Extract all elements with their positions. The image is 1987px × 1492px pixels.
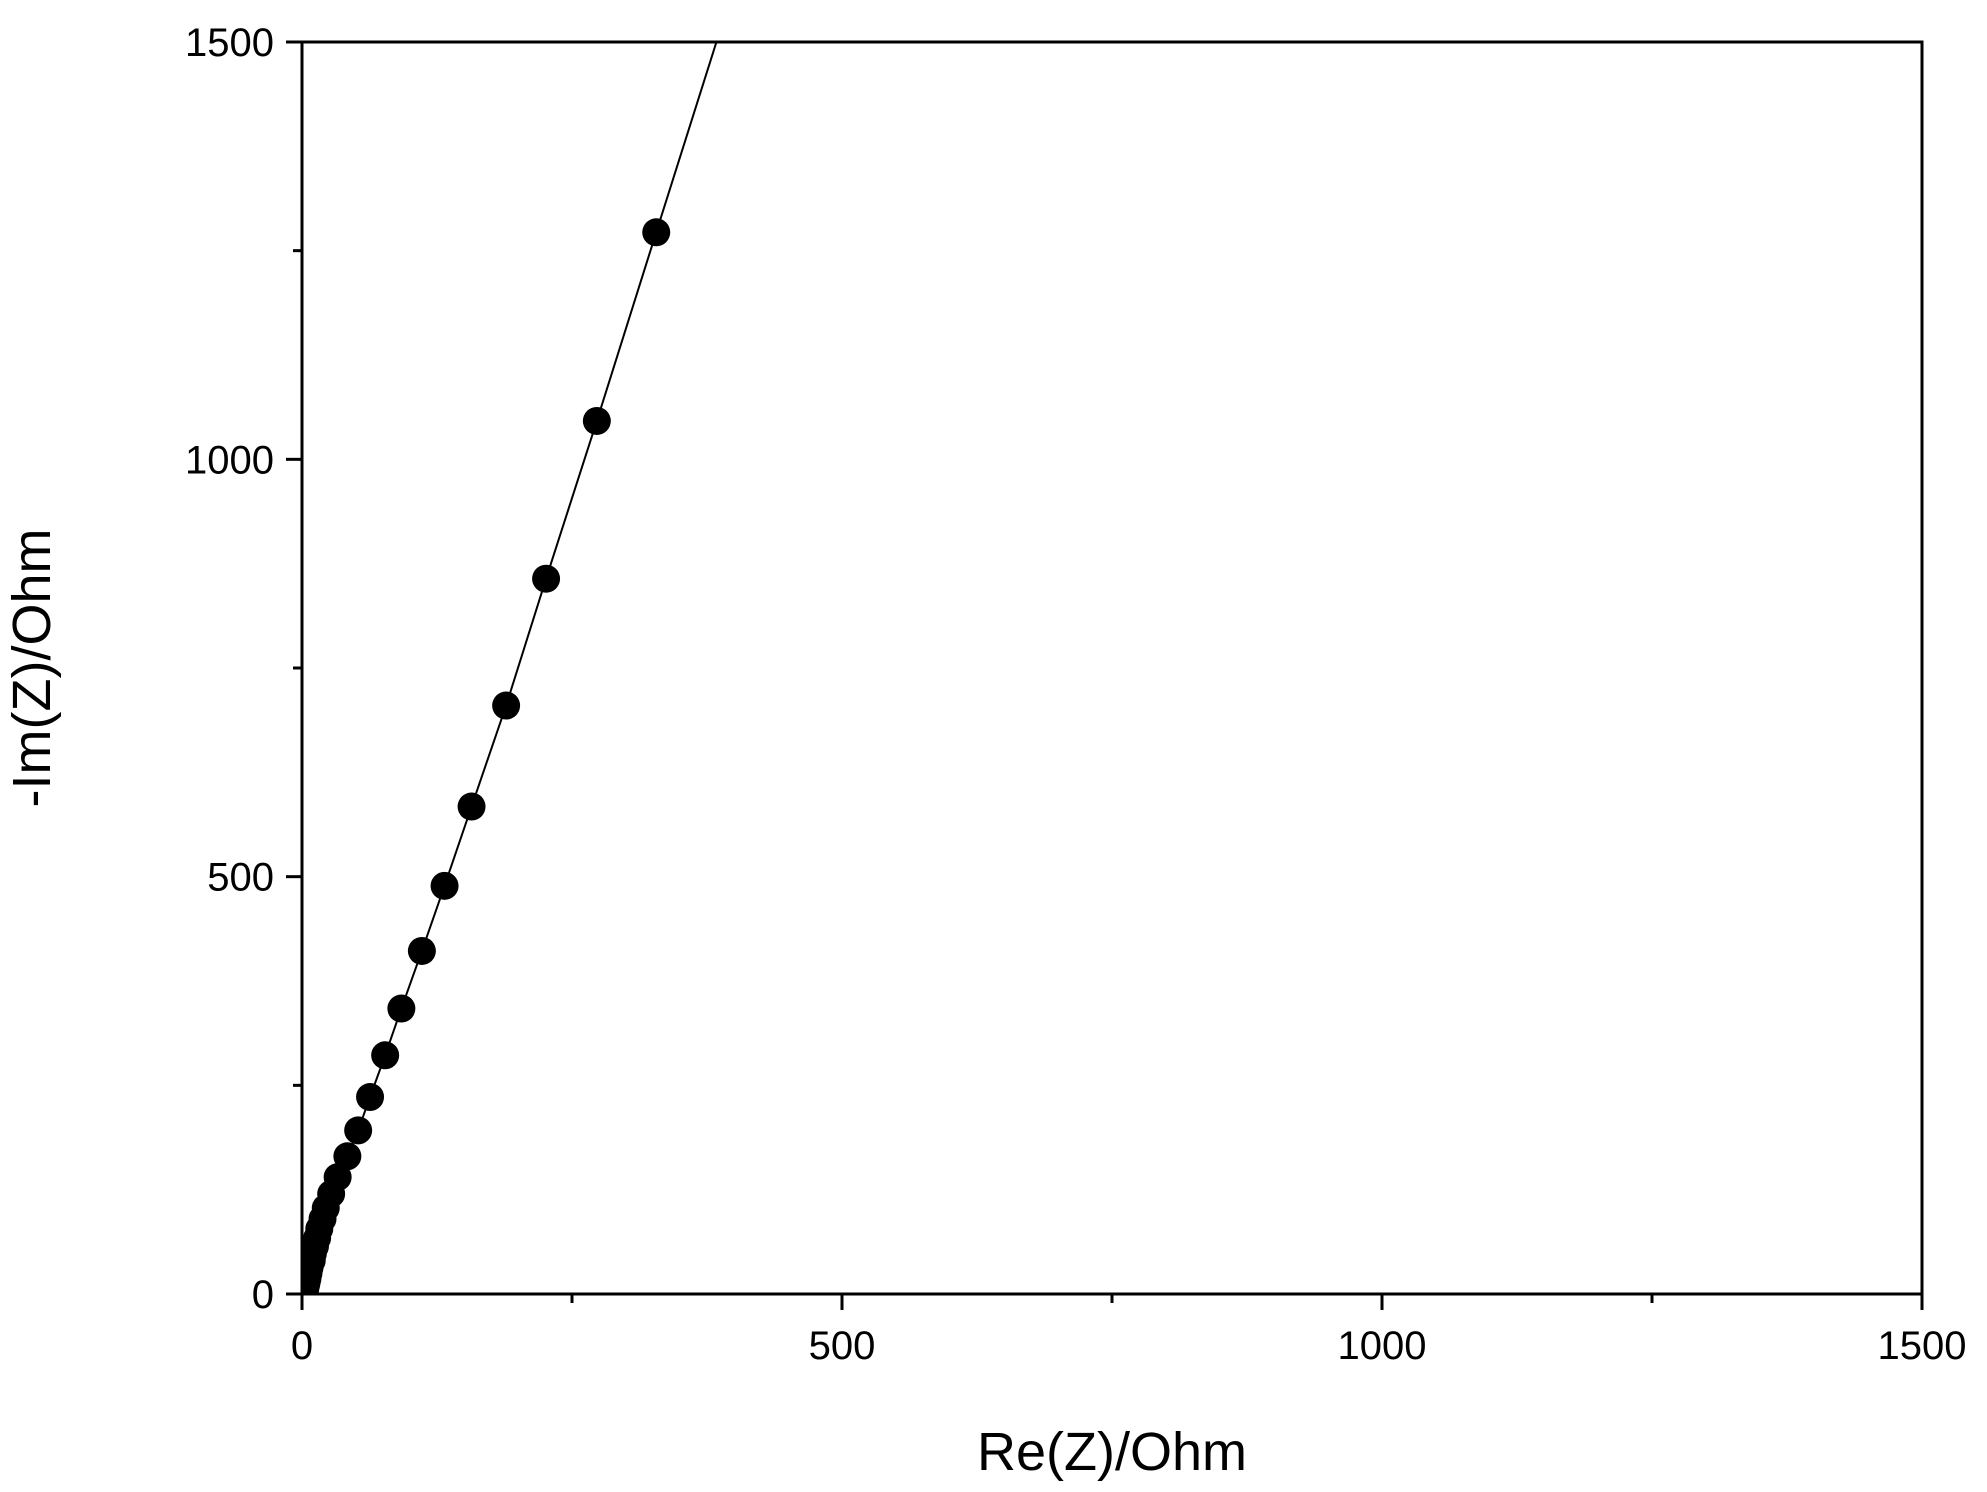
x-tick-label: 1000 (1338, 1324, 1427, 1368)
plot-frame (300, 40, 1924, 1296)
series-layer (302, 0, 742, 1294)
data-point (407, 936, 436, 965)
tick-layer: 0 500 1000 1500 0 500 1000 1500 (185, 21, 1966, 1368)
data-point (344, 1116, 373, 1145)
data-point (356, 1083, 385, 1112)
x-tick-label: 1500 (1878, 1324, 1967, 1368)
data-point (333, 1142, 362, 1171)
data-point (492, 691, 521, 720)
data-point (582, 406, 611, 435)
y-tick-label: 0 (252, 1273, 274, 1317)
data-point (642, 218, 671, 247)
data-point (532, 564, 561, 593)
data-point (371, 1041, 400, 1070)
y-tick-label: 500 (207, 856, 274, 900)
data-point (430, 871, 459, 900)
x-axis-title: Re(Z)/Ohm (977, 1422, 1247, 1482)
x-tick-label: 500 (809, 1324, 876, 1368)
y-axis-title: -Im(Z)/Ohm (2, 529, 62, 808)
data-point (714, 0, 742, 21)
data-point (457, 792, 486, 821)
plot-area: 0 500 1000 1500 0 500 1000 1500 (185, 0, 1966, 1368)
data-point (387, 994, 416, 1023)
y-tick-label: 1000 (185, 438, 274, 482)
data-point (323, 1163, 352, 1192)
y-tick-label: 1500 (185, 21, 274, 65)
x-tick-label: 0 (291, 1324, 313, 1368)
